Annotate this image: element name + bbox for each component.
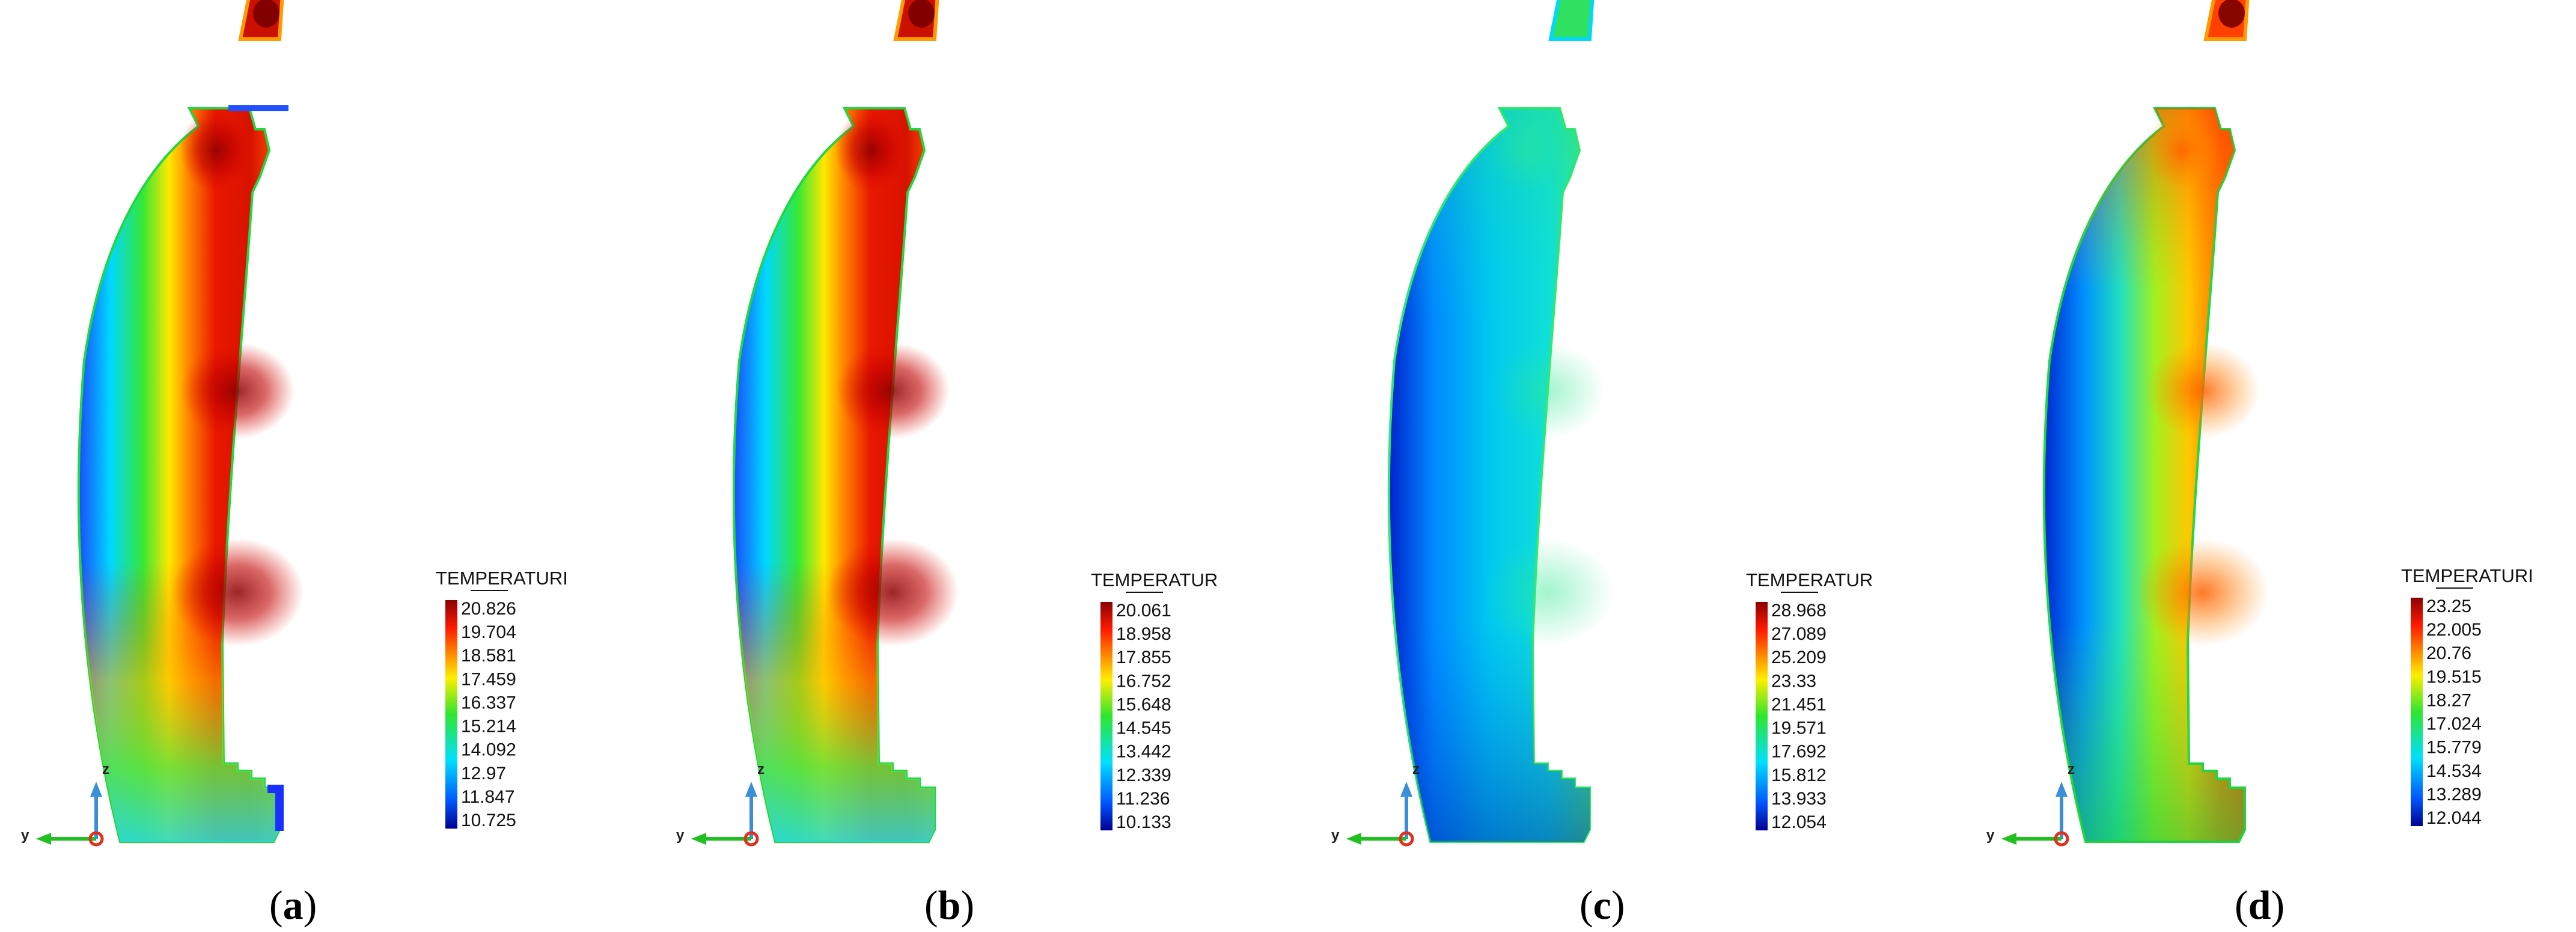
legend-tick: 13.933 [1771,789,1827,809]
temperature-contour-d [2042,0,2269,843]
legend-tick: 14.545 [1116,719,1171,738]
axis-triad-b: zy [676,761,765,847]
color-bar [2411,598,2423,826]
legend-tick: 23.25 [2426,596,2471,616]
crest-block-c [1551,0,1593,39]
legend-tick: 14.534 [2426,761,2482,781]
legend-tick: 22.005 [2426,620,2482,640]
legend-tick: 17.692 [1771,742,1827,762]
legend-title: TEMPERATURI [2401,565,2533,586]
legend-tick: 16.337 [461,693,516,713]
legend-tick: 15.779 [2426,738,2482,758]
color-bar [445,600,457,829]
axis-z-label: z [1412,761,1420,777]
hot-zone-a-1 [180,343,295,439]
hot-zone-a-2 [171,538,304,646]
panel-caption-c: (c) [1579,882,1625,928]
hot-zone-c-3 [1491,108,1563,192]
axis-triad-c: zy [1331,761,1420,847]
legend-tick: 10.725 [461,811,516,830]
axis-z-label: z [102,761,109,777]
legend-tick: 20.826 [461,599,516,619]
panel-caption-d: (d) [2235,882,2285,928]
legend-tick: 25.209 [1771,648,1827,667]
panel-b: zyTEMPERATUR20.06118.95817.85516.75215.6… [676,0,1218,928]
legend-tick: 19.704 [461,622,516,642]
legend-tick: 14.092 [461,740,516,760]
legend-tick: 19.515 [2426,667,2482,687]
axis-z-label: z [757,761,765,777]
axis-y-label: y [1986,827,1995,844]
temperature-contour-c [1387,0,1614,843]
hot-zone-d-1 [2146,343,2260,439]
legend-tick: 17.459 [461,669,516,689]
legend-tick: 11.847 [461,787,515,807]
axis-y-label: y [1331,827,1340,844]
legend-tick: 15.214 [461,717,516,737]
legend-tick: 10.133 [1116,812,1171,832]
legend-tick: 13.442 [1116,742,1171,762]
temperature-contour-b [732,0,959,843]
legend-tick: 16.752 [1116,671,1171,691]
axis-y-label: y [676,827,685,844]
hot-zone-d-3 [2146,108,2218,192]
legend-tick: 18.958 [1116,624,1171,644]
legend-tick: 27.089 [1771,624,1827,644]
axis-y-label: y [21,827,29,844]
hot-zone-c-2 [1482,538,1614,646]
hot-zone-d-2 [2137,538,2269,646]
legend-tick: 21.451 [1771,694,1827,714]
legend-title: TEMPERATUR [1091,569,1218,590]
axis-z-label: z [2068,761,2075,777]
color-bar [1100,602,1113,830]
legend-tick: 17.024 [2426,714,2482,734]
legend-tick: 28.968 [1771,601,1827,621]
legend-tick: 23.33 [1771,671,1816,691]
panel-c: zyTEMPERATUR28.96827.08925.20923.3321.45… [1331,0,1873,928]
color-bar [1756,602,1768,830]
hot-zone-a-3 [180,108,252,192]
legend-tick: 20.76 [2426,643,2471,663]
legend-title: TEMPERATUR [1746,569,1873,590]
panel-caption-a: (a) [269,882,317,928]
axis-triad-a: zy [21,761,109,847]
legend-tick: 12.339 [1116,765,1171,785]
legend-tick: 11.236 [1116,789,1170,809]
legend-b: TEMPERATUR 20.061 18.958 17.855 16.752 15.648… [1091,569,1218,832]
legend-tick: 18.581 [461,646,516,666]
legend-tick: 13.289 [2426,785,2482,805]
legend-tick: 15.648 [1116,694,1171,714]
legend-title: TEMPERATURI [436,568,568,589]
hot-zone-b-1 [835,343,950,439]
legend-c: TEMPERATUR 28.968 27.089 25.209 23.33 21.451 1… [1746,569,1873,832]
legend-tick: 12.054 [1771,812,1827,832]
axis-triad-d: zy [1986,761,2075,847]
temperature-contour-a [77,0,304,843]
panel-caption-b: (b) [924,882,974,928]
legend-d: TEMPERATURI 23.25 22.005 20.76 19.515 18.27 17… [2401,565,2533,828]
legend-tick: 19.571 [1771,719,1827,738]
panel-d: zyTEMPERATURI23.2522.00520.7619.51518.27… [1986,0,2533,928]
legend-tick: 15.812 [1771,765,1827,785]
hot-zone-b-3 [835,108,908,192]
legend-a: TEMPERATURI 20.826 19.704 18.581 17.459 16.33… [436,568,568,830]
hot-zone-b-2 [826,538,959,646]
legend-tick: 12.044 [2426,808,2482,828]
legend-tick: 12.97 [461,764,506,783]
hot-zone-c-1 [1491,343,1605,439]
legend-tick: 18.27 [2426,690,2471,710]
panel-a: zyTEMPERATURI20.82619.70418.58117.45916.… [21,0,568,928]
legend-tick: 20.061 [1116,601,1171,621]
legend-tick: 17.855 [1116,648,1171,667]
